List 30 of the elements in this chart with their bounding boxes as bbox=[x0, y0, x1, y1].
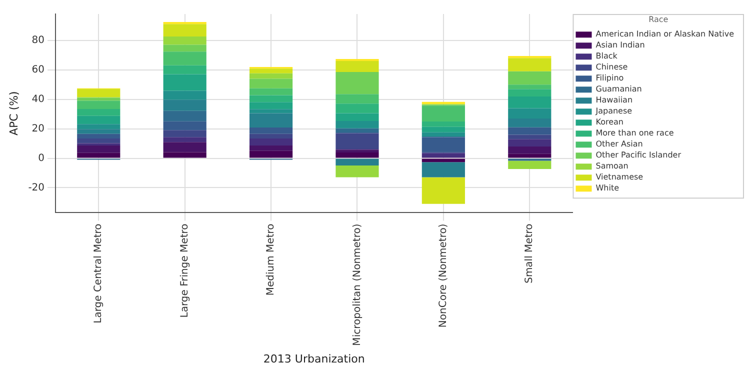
legend-label: White bbox=[596, 184, 620, 193]
legend-label: Hawaiian bbox=[596, 96, 633, 105]
legend-label: Other Asian bbox=[596, 140, 643, 149]
legend-label: More than one race bbox=[596, 128, 674, 138]
y-tick-label: 0 bbox=[38, 152, 45, 164]
legend-label: Vietnamese bbox=[596, 172, 644, 182]
x-tick-label: Small Metro bbox=[524, 224, 536, 284]
legend-label: Filipino bbox=[596, 74, 624, 83]
legend-label: Black bbox=[596, 52, 618, 61]
legend-label: American Indian or Alaskan Native bbox=[596, 30, 734, 39]
y-tick-label: 40 bbox=[32, 94, 45, 105]
legend-label: Chinese bbox=[596, 62, 628, 72]
y-tick-label: -20 bbox=[28, 182, 45, 194]
y-tick-label: 20 bbox=[32, 123, 45, 134]
legend-label: Japanese bbox=[594, 106, 632, 116]
y-tick-label: 80 bbox=[32, 35, 45, 46]
legend-title: Race bbox=[648, 15, 668, 24]
legend-label: Asian Indian bbox=[596, 40, 645, 50]
x-tick-label: Medium Metro bbox=[266, 224, 277, 296]
x-axis-title: 2013 Urbanization bbox=[263, 352, 365, 366]
x-tick-label: Large Fringe Metro bbox=[179, 224, 190, 318]
y-tick-label: 60 bbox=[32, 64, 45, 76]
y-axis-title: APC (%) bbox=[7, 91, 20, 136]
legend-label: Samoan bbox=[596, 162, 628, 171]
x-tick-label: NonCore (Nonmetro) bbox=[438, 224, 450, 328]
x-tick-label: Micropolitan (Nonmetro) bbox=[352, 224, 363, 346]
x-tick-label: Large Central Metro bbox=[93, 224, 104, 324]
legend-label: Other Pacific Islander bbox=[596, 150, 682, 160]
legend-label: Korean bbox=[596, 118, 624, 127]
legend-label: Guamanian bbox=[596, 84, 642, 94]
